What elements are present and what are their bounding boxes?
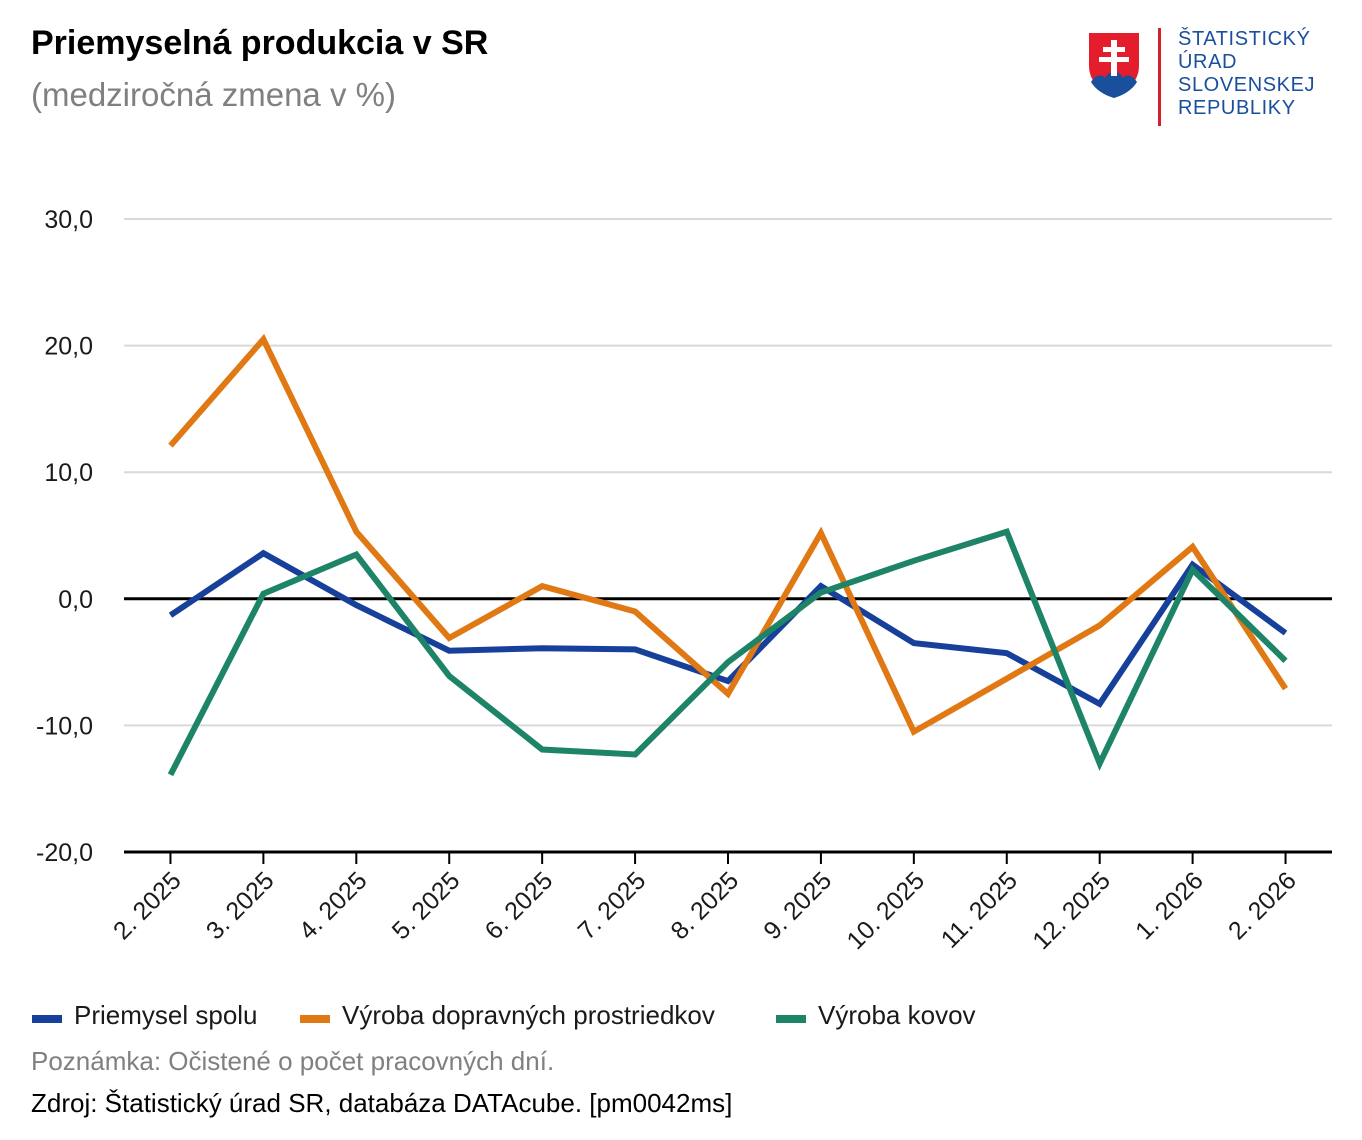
legend-label: Výroba dopravných prostriedkov — [342, 1000, 715, 1030]
x-tick-label: 11. 2025 — [936, 866, 1023, 953]
series-line-2 — [167, 528, 1288, 777]
logo-line-2: ÚRAD — [1178, 51, 1238, 73]
chart-title: Priemyselná produkcia v SR — [31, 24, 489, 62]
y-tick-label: -10,0 — [36, 712, 93, 740]
y-tick-label: 30,0 — [44, 206, 93, 234]
x-tick-label: 2. 2026 — [1223, 866, 1302, 945]
x-tick-label: 3. 2025 — [201, 866, 280, 945]
y-tick-label: 10,0 — [44, 459, 93, 487]
logo-line-4: REPUBLIKY — [1178, 97, 1296, 119]
line-chart: 30,0 20,0 10,0 0,0 -10,0 -20,0 2. 2025 3. 2025 4… — [36, 206, 1332, 955]
logo-line-1: ŠTATISTICKÝ — [1178, 28, 1311, 50]
office-logo: ŠTATISTICKÝ ÚRAD SLOVENSKEJ REPUBLIKY — [1086, 28, 1336, 128]
slovak-coat-of-arms-icon — [1089, 33, 1139, 98]
legend-swatch — [32, 1015, 62, 1023]
y-tick-label: -20,0 — [36, 839, 93, 867]
logo-wordmark: ŠTATISTICKÝ ÚRAD SLOVENSKEJ REPUBLIKY — [1178, 28, 1315, 120]
logo-divider — [1158, 28, 1161, 126]
series-line-0 — [168, 549, 1288, 708]
chart-note: Poznámka: Očistené o počet pracovných dn… — [31, 1046, 555, 1076]
y-tick-label: 0,0 — [58, 586, 93, 614]
x-tick-label: 6. 2025 — [480, 866, 559, 945]
x-tick-label: 10. 2025 — [841, 866, 930, 955]
chart-source: Zdroj: Štatistický úrad SR, databáza DAT… — [31, 1088, 733, 1118]
legend-swatch — [300, 1015, 330, 1023]
x-tick-label: 4. 2025 — [294, 866, 373, 945]
x-tick-label: 5. 2025 — [387, 866, 466, 945]
x-tick-label: 12. 2025 — [1027, 866, 1116, 955]
x-tick-label: 2. 2025 — [108, 866, 187, 945]
x-tick-label: 9. 2025 — [758, 866, 837, 945]
x-tick-label: 7. 2025 — [573, 866, 652, 945]
x-tick-label: 1. 2026 — [1130, 866, 1209, 945]
y-tick-label: 20,0 — [44, 333, 93, 361]
x-tick-label: 8. 2025 — [665, 866, 744, 945]
legend-label: Výroba kovov — [818, 1000, 976, 1030]
chart-subtitle: (medziročná zmena v %) — [31, 76, 396, 113]
legend-label: Priemysel spolu — [74, 1000, 258, 1030]
legend-swatch — [776, 1015, 806, 1023]
logo-line-3: SLOVENSKEJ — [1178, 74, 1316, 96]
